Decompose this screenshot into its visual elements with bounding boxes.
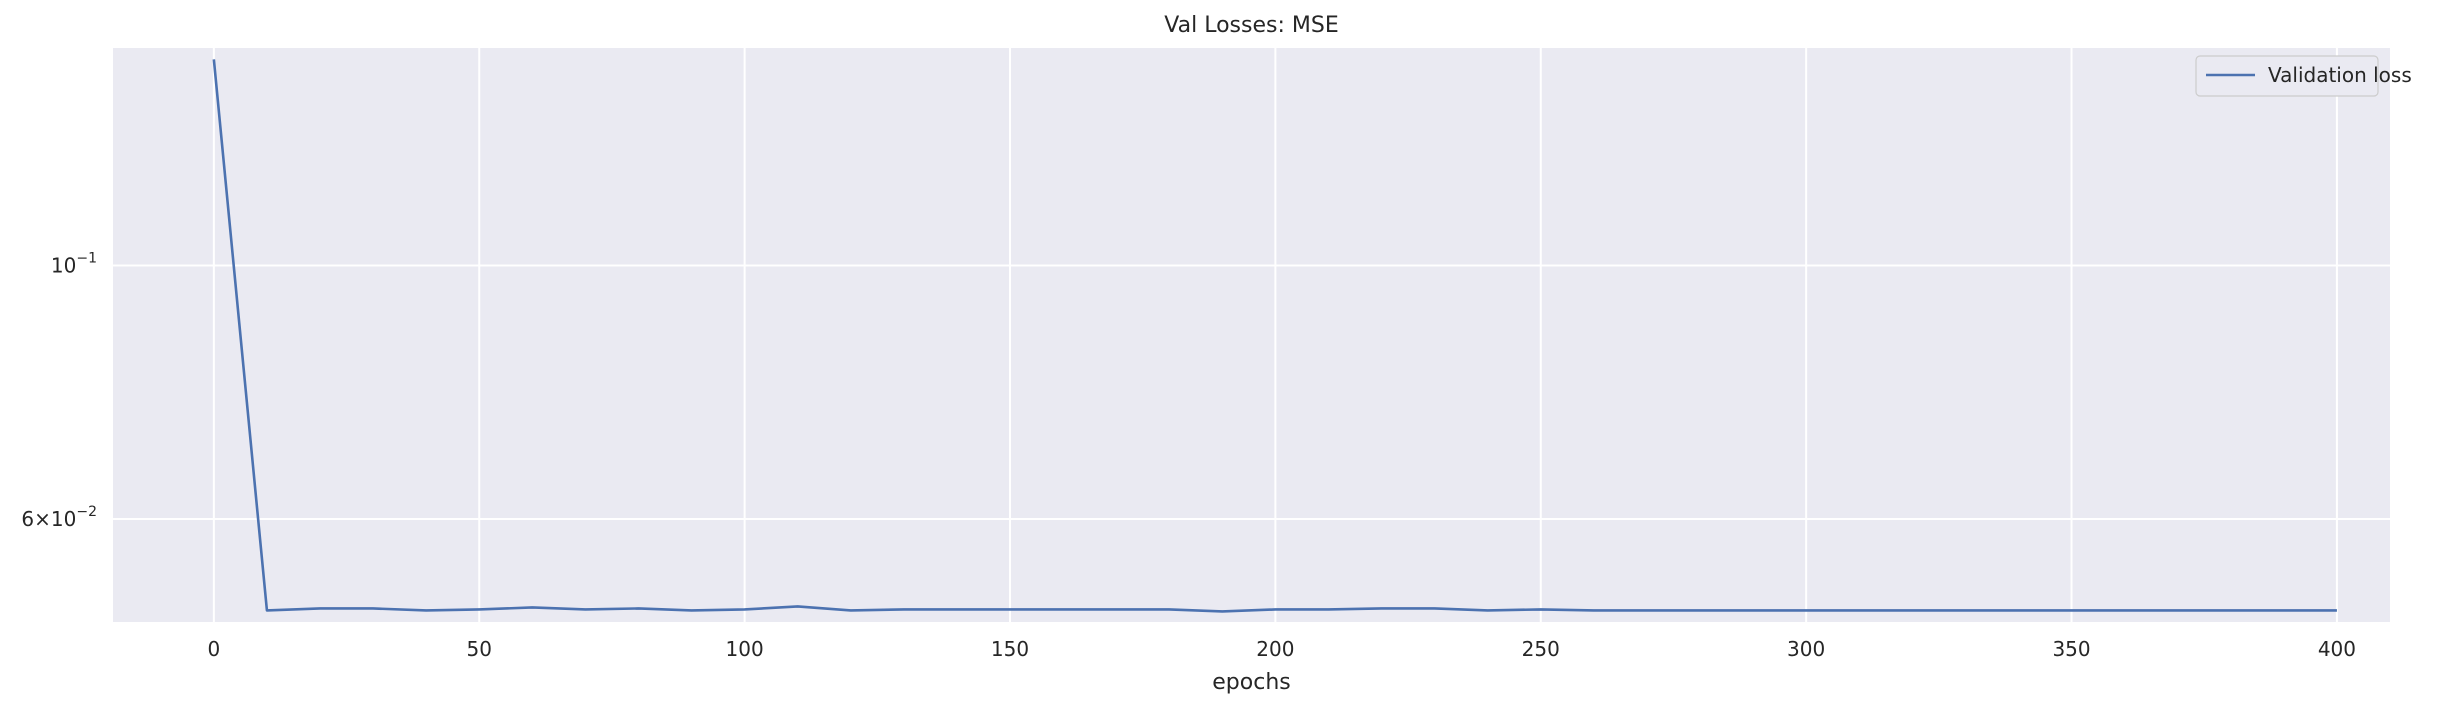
series-line-validation-loss	[212, 59, 2337, 613]
x-axis-label: epochs	[1212, 670, 1290, 695]
series-layer	[212, 59, 2337, 613]
x-tick-label: 350	[2052, 637, 2090, 661]
x-tick-label: 200	[1256, 637, 1294, 661]
grid	[113, 48, 2390, 622]
x-tick-label: 400	[2318, 637, 2356, 661]
legend-box	[2195, 55, 2379, 97]
plot-area	[113, 48, 2390, 622]
x-tick-label: 100	[726, 637, 764, 661]
legend: Validation loss	[2195, 55, 2412, 97]
tick-labels: 0 50 100 150 200 250 300 350 400 10−1 6×10−2	[21, 250, 2356, 661]
legend-label-validation-loss: Validation loss	[2268, 63, 2412, 87]
x-tick-label: 250	[1522, 637, 1560, 661]
y-tick-label: 6×10−2	[21, 504, 97, 531]
x-tick-label: 300	[1787, 637, 1825, 661]
x-tick-label: 0	[207, 637, 220, 661]
x-tick-label: 150	[991, 637, 1029, 661]
chart-title: Val Losses: MSE	[1164, 13, 1338, 38]
y-tick-label: 10−1	[51, 250, 97, 277]
x-tick-label: 50	[467, 637, 492, 661]
